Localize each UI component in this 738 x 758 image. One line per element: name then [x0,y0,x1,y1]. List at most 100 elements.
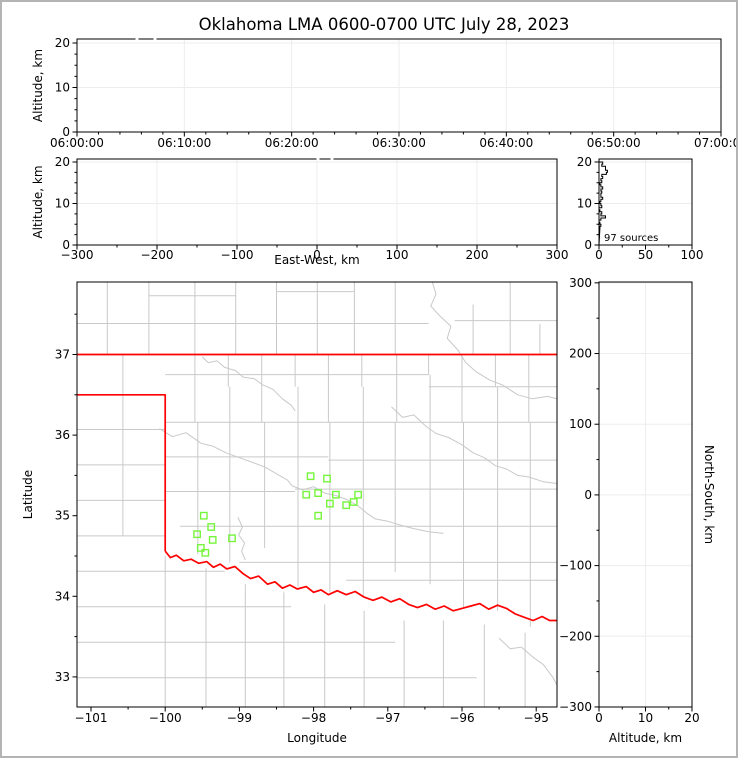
lma-source-marker [302,490,311,499]
lma-source-marker [323,474,331,483]
panel-time-height: 06:00:00 06:10:00 06:20:00 06:30:00 06:40:00… [31,36,736,150]
y-tick-label: 10 [55,81,70,95]
x-tick-label: −200 [141,248,174,262]
y-axis-title-latitude: Latitude [21,470,35,519]
y-tick-label: 34 [55,589,70,603]
x-tick-label: 06:20:00 [265,136,319,150]
y-tick-label: 10 [55,197,70,211]
panel-north-south-height: 0 10 20 300 200 100 0 −100 −200 −300 Altitude, km N… [559,276,716,745]
tick-marks [72,161,558,250]
lma-source-marker [332,490,340,499]
y-tick-label: 0 [584,488,592,502]
x-axis-title-altitude: Altitude, km [609,731,682,745]
axes-frame [76,38,722,133]
x-tick-label: 0 [595,248,603,262]
gridlines [76,159,558,246]
y-tick-label: 0 [62,238,70,252]
y-axis-title-north-south: North-South, km [702,445,716,544]
panel-east-west-height: −300 −200 −100 0 100 200 300 0 10 20 Altitude, km E… [31,155,568,267]
lma-sources [193,472,362,557]
x-tick-label: 06:30:00 [372,136,426,150]
x-tick-label: 300 [546,248,569,262]
x-tick-label: 06:10:00 [157,136,211,150]
y-tick-label: 100 [569,417,592,431]
lma-source-marker [314,489,322,497]
river-county-border [391,406,557,484]
y-tick-label: −100 [559,559,592,573]
y-tick-label: 33 [55,670,70,684]
page-title: Oklahoma LMA 0600-0700 UTC July 28, 2023 [199,15,570,34]
x-axis-title-longitude: Longitude [287,731,347,745]
lma-source-marker [326,499,334,508]
river-county-border [159,428,444,534]
y-axis-title-altitude: Altitude, km [31,49,45,122]
x-tick-label: 06:50:00 [587,136,641,150]
river-county-border [498,637,557,686]
lma-source-marker [199,511,208,520]
lma-source-marker [354,490,362,499]
axes-frame [598,281,693,708]
y-tick-label: 20 [577,155,592,169]
y-tick-label: 36 [55,428,70,442]
x-tick-label: −95 [524,711,549,725]
lma-source-marker [314,511,322,520]
lma-source-marker [201,548,210,557]
x-tick-label: −100 [221,248,254,262]
gridlines [76,39,722,133]
state-border-line [77,393,167,552]
x-tick-label: 06:40:00 [479,136,533,150]
y-tick-label: 10 [577,197,592,211]
x-axis-title-east-west: East-West, km [274,253,360,267]
x-tick-label: 10 [638,711,653,725]
state-border-line [164,550,557,622]
x-tick-label: 200 [466,248,489,262]
axes-frame [598,158,693,246]
altitude-histogram-line [598,161,608,246]
tick-marks [72,313,537,712]
y-axis-title-altitude: Altitude, km [31,165,45,238]
map-clipped-layers [77,282,557,707]
source-speck [316,157,320,161]
x-tick-label: 20 [684,711,699,725]
lma-source-marker [342,501,351,510]
x-tick-label: −97 [375,711,400,725]
source-speck [153,37,157,41]
y-tick-label: 300 [569,276,592,290]
x-tick-label: −300 [61,248,94,262]
lma-source-marker [193,530,201,539]
gridlines [598,282,693,708]
x-tick-label: 100 [386,248,409,262]
lma-source-marker [208,536,217,544]
x-tick-label: −98 [301,711,326,725]
y-tick-label: 0 [62,125,70,139]
x-tick-label: 100 [681,248,704,262]
tick-marks [72,42,722,137]
y-tick-label: 35 [55,509,70,523]
river-county-border [201,356,296,412]
river-county-border [237,517,246,561]
source-speck [330,157,334,161]
river-county-border [430,282,557,400]
source-speck [135,37,139,41]
x-tick-label: 0 [313,248,321,262]
x-tick-label: 0 [595,711,603,725]
tick-marks [594,282,693,712]
x-tick-label: −99 [227,711,252,725]
panel-altitude-histogram: 0 50 100 0 10 20 97 sources [577,155,704,262]
x-tick-label: 07:00:00 [694,136,736,150]
lma-source-marker [207,523,216,531]
lma-source-marker [228,534,236,543]
lma-source-marker [306,472,315,481]
y-tick-label: 0 [584,238,592,252]
panel-plan-map: −101 −100 −99 −98 −97 −96 −95 33 34 35 36 37 Longitu… [21,281,558,745]
y-tick-label: −300 [559,700,592,714]
y-tick-label: −200 [559,629,592,643]
near-white-source-specks [135,37,334,161]
y-tick-label: 20 [55,36,70,50]
axes-frame [76,281,558,708]
y-tick-label: 20 [55,155,70,169]
county-borders [77,282,557,707]
x-tick-label: −100 [149,711,182,725]
